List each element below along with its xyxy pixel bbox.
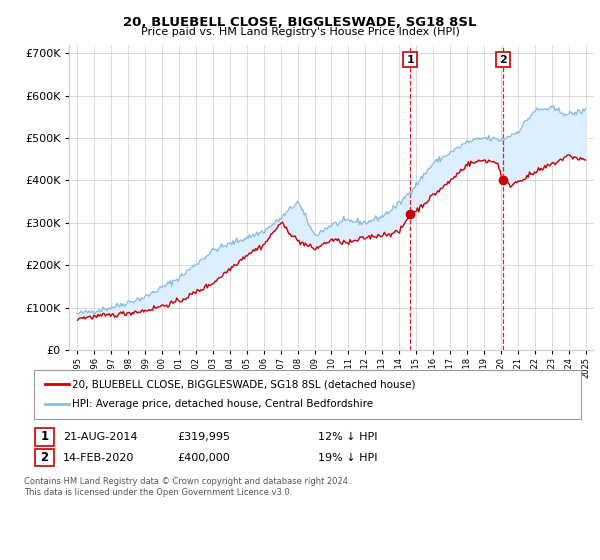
Text: HPI: Average price, detached house, Central Bedfordshire: HPI: Average price, detached house, Cent… [72,399,373,409]
Text: 19% ↓ HPI: 19% ↓ HPI [318,452,377,463]
Text: 20, BLUEBELL CLOSE, BIGGLESWADE, SG18 8SL: 20, BLUEBELL CLOSE, BIGGLESWADE, SG18 8S… [123,16,477,29]
Text: Price paid vs. HM Land Registry's House Price Index (HPI): Price paid vs. HM Land Registry's House … [140,27,460,37]
Text: Contains HM Land Registry data © Crown copyright and database right 2024.
This d: Contains HM Land Registry data © Crown c… [24,477,350,497]
Text: £400,000: £400,000 [177,452,230,463]
Text: 14-FEB-2020: 14-FEB-2020 [63,452,134,463]
Text: 1: 1 [40,430,49,444]
Text: 12% ↓ HPI: 12% ↓ HPI [318,432,377,442]
Text: 20, BLUEBELL CLOSE, BIGGLESWADE, SG18 8SL (detached house): 20, BLUEBELL CLOSE, BIGGLESWADE, SG18 8S… [72,379,415,389]
Text: £319,995: £319,995 [177,432,230,442]
Text: 2: 2 [40,451,49,464]
Text: 1: 1 [406,55,414,64]
Text: 2: 2 [499,55,507,64]
Text: 21-AUG-2014: 21-AUG-2014 [63,432,137,442]
